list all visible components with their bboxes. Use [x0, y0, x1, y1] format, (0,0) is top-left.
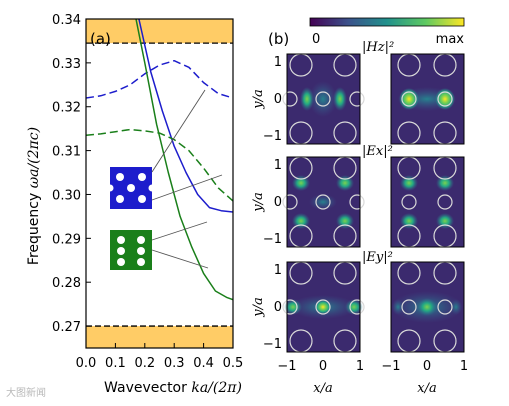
y-tick-label: 0.34	[52, 13, 81, 28]
inset-pointer-lines	[151, 89, 223, 269]
map-xtick: 1	[460, 359, 468, 374]
map-xtick: −1	[277, 359, 296, 374]
axis-ticks: 0.0 0.1 0.2 0.3 0.4 0.5 0.27 0.28 0.29 0.30 0.31 0.…	[52, 13, 243, 371]
map-ytick: 1	[274, 158, 282, 173]
map-xtick: −1	[381, 359, 400, 374]
colorbar-min-label: 0	[312, 32, 320, 47]
hz-map-left	[282, 53, 365, 145]
map-y-ticks: 1 0 −1 1 0 −1 1 0 −1	[263, 55, 282, 352]
ey-row-label: |Ey|²	[362, 250, 393, 265]
ex-row-label: |Ex|²	[362, 144, 393, 159]
map-ytick: −1	[263, 129, 282, 144]
map-ytick: −1	[263, 232, 282, 247]
y-tick-label: 0.33	[52, 57, 81, 72]
y-tick-label: 0.27	[52, 320, 81, 335]
map-ylabel: y/a	[251, 89, 266, 109]
colorbar: 0 max	[309, 17, 465, 47]
field-maps: (b) |Hz|²	[251, 30, 468, 396]
y-axis-label: Frequency ωa/(2πc)	[26, 127, 42, 265]
map-x-ticks: −1 0 1 −1 0 1	[277, 359, 468, 374]
map-xlabel-left: x/a	[313, 381, 332, 396]
map-xtick: 0	[319, 359, 327, 374]
map-ytick: 1	[274, 55, 282, 70]
ey-map-left	[282, 261, 365, 353]
watermark: 大图新闻	[6, 388, 46, 399]
blue-unit-cell	[106, 167, 156, 209]
map-xtick: 0	[423, 359, 431, 374]
map-ytick: 0	[274, 300, 282, 315]
x-tick-label: 0.3	[164, 356, 185, 371]
panel-b-label: (b)	[268, 30, 289, 48]
ex-map-right	[390, 156, 465, 248]
map-ylabel: y/a	[251, 297, 266, 317]
map-xtick: 1	[356, 359, 364, 374]
x-tick-label: 0.1	[105, 356, 126, 371]
map-xlabel-right: x/a	[417, 381, 436, 396]
y-tick-label: 0.32	[52, 101, 81, 116]
map-ylabel: y/a	[251, 192, 266, 212]
x-tick-label: 0.0	[76, 356, 97, 371]
x-tick-label: 0.2	[134, 356, 155, 371]
ey-map-right	[390, 261, 465, 353]
x-axis-label: Wavevector ka/(2π)	[104, 380, 242, 396]
panel-a-label: (a)	[90, 30, 111, 48]
green-unit-cell	[110, 230, 152, 270]
x-tick-label: 0.4	[193, 356, 214, 371]
blue-solid-band	[138, 19, 233, 213]
plot-frame	[85, 18, 234, 349]
map-ytick: 1	[274, 263, 282, 278]
hz-row-label: |Hz|²	[362, 40, 394, 55]
ex-map-left	[282, 156, 365, 248]
colorbar-bar	[309, 17, 465, 27]
band-plot: 0.0 0.1 0.2 0.3 0.4 0.5 0.27 0.28 0.29 0.30 0.31 0.…	[26, 13, 243, 396]
map-ytick: −1	[263, 337, 282, 352]
green-dashed-band	[86, 128, 233, 202]
green-solid-band	[135, 19, 233, 301]
gap-top	[86, 19, 233, 44]
map-ytick: 0	[274, 195, 282, 210]
blue-dashed-band	[86, 59, 233, 99]
y-tick-label: 0.29	[52, 232, 81, 247]
colorbar-max-label: max	[436, 32, 465, 47]
x-tick-label: 0.5	[223, 356, 244, 371]
y-tick-label: 0.28	[52, 276, 81, 291]
band-curves	[86, 19, 233, 301]
map-ytick: 0	[274, 92, 282, 107]
y-tick-label: 0.30	[52, 188, 81, 203]
gap-bottom	[86, 326, 233, 348]
map-y-labels: y/a y/a y/a	[251, 89, 266, 317]
y-tick-label: 0.31	[52, 145, 81, 160]
hz-map-right	[390, 53, 465, 145]
